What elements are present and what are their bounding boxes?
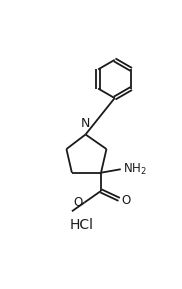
Text: NH$_2$: NH$_2$ xyxy=(123,162,147,177)
Text: O: O xyxy=(121,194,131,207)
Text: O: O xyxy=(73,196,82,209)
Text: HCl: HCl xyxy=(70,218,94,232)
Text: N: N xyxy=(81,118,90,131)
